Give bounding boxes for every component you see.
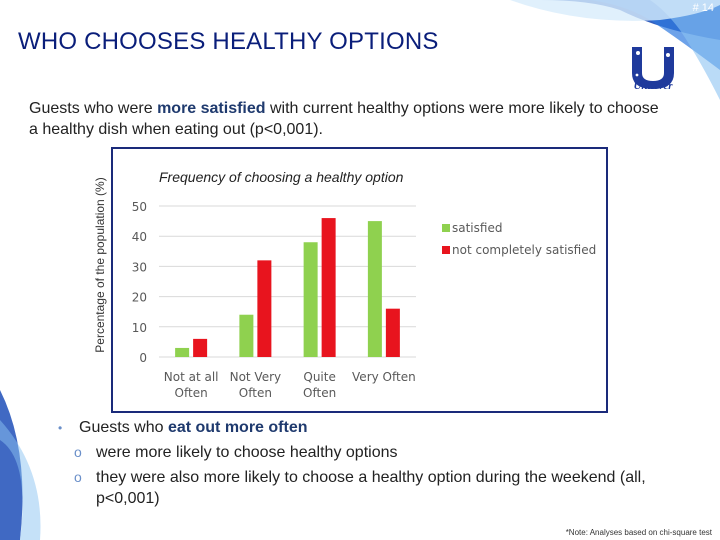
- unilever-logo-icon: [632, 47, 674, 89]
- y-axis-label: Percentage of the population (%): [93, 177, 107, 353]
- bullet-main-before: Guests who: [79, 419, 168, 436]
- x-tick-label: Often: [175, 386, 208, 400]
- x-tick-label: Quite: [303, 370, 335, 384]
- legend-swatch: [442, 224, 450, 232]
- intro-highlight: more satisfied: [157, 100, 266, 117]
- bar-not-completely-satisfied: [321, 218, 336, 357]
- bar-not-completely-satisfied: [257, 260, 272, 357]
- bar-chart: Frequency of choosing a healthy option 0 1…: [132, 169, 597, 400]
- bullet-main-highlight: eat out more often: [167, 419, 308, 436]
- logo-text: Unilever: [633, 80, 673, 92]
- bullet-list: • Guests who eat out more often o were mor…: [58, 418, 658, 509]
- intro-before: Guests who were: [29, 100, 158, 117]
- circle-bullet-icon: o: [74, 444, 82, 460]
- sub-bullet-text: they were also more likely to choose a h…: [96, 469, 646, 507]
- chart-frame: Frequency of choosing a healthy option 0 1…: [111, 147, 608, 413]
- page-title: WHO CHOOSES HEALTHY OPTIONS: [18, 28, 439, 55]
- bar-satisfied: [367, 221, 382, 357]
- bar-satisfied: [175, 347, 190, 357]
- bar-not-completely-satisfied: [193, 338, 208, 357]
- left-decoration: [0, 390, 41, 540]
- legend-entry: not completely satisfied: [452, 243, 596, 257]
- bar-not-completely-satisfied: [385, 308, 400, 357]
- bar-satisfied: [303, 242, 318, 357]
- x-tick-label: Often: [239, 386, 272, 400]
- chart-title: Frequency of choosing a healthy option: [159, 169, 404, 185]
- footnote: *Note: Analyses based on chi-square test: [565, 528, 712, 537]
- y-tick-label: 40: [132, 230, 147, 244]
- legend-swatch: [442, 246, 450, 254]
- y-tick-label: 10: [132, 321, 147, 335]
- sub-bullet: o were more likely to choose healthy opti…: [58, 442, 658, 463]
- x-tick-label: Not at all: [164, 370, 219, 384]
- sub-bullet: o they were also more likely to choose a …: [58, 467, 658, 509]
- x-tick-label: Not Very: [230, 370, 282, 384]
- y-tick-label: 50: [132, 200, 147, 214]
- bar-satisfied: [239, 314, 254, 357]
- intro-text: Guests who were more satisfied with curr…: [29, 98, 669, 140]
- y-tick-label: 0: [139, 351, 147, 365]
- circle-bullet-icon: o: [74, 469, 82, 485]
- x-tick-label: Very Often: [352, 370, 416, 384]
- sub-bullet-text: were more likely to choose healthy optio…: [96, 444, 398, 461]
- y-tick-label: 30: [132, 260, 147, 274]
- bullet-dot-icon: •: [58, 421, 63, 435]
- y-tick-label: 20: [132, 291, 147, 305]
- slide-number: # 14: [692, 2, 714, 14]
- intro-after: with current healthy options were more l…: [29, 100, 659, 138]
- bullet-main: • Guests who eat out more often: [58, 418, 658, 438]
- legend-entry: satisfied: [452, 221, 502, 235]
- x-tick-label: Often: [303, 386, 336, 400]
